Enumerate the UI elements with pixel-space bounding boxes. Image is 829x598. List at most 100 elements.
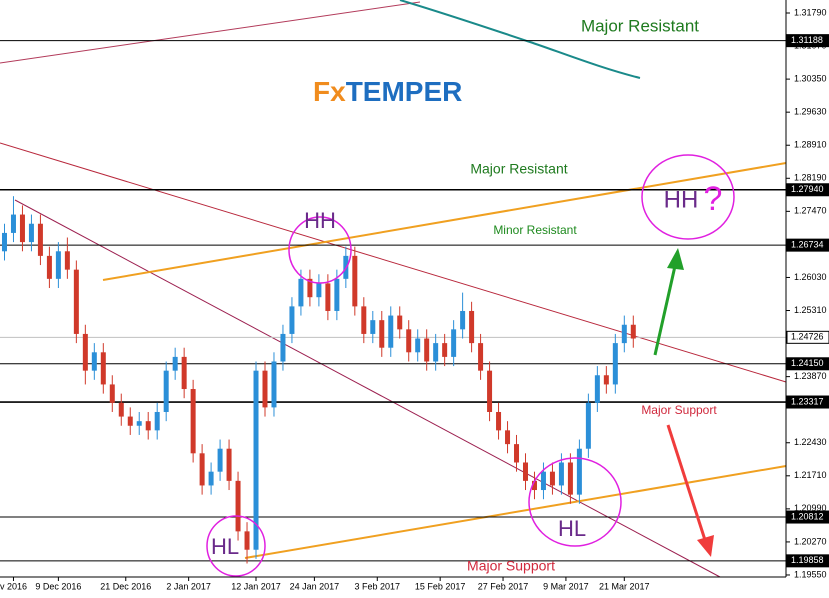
candle-body [28, 223, 34, 243]
candle-body [307, 278, 313, 298]
candle-body [585, 402, 591, 449]
candle-body [469, 310, 475, 344]
channel-line [102, 162, 787, 281]
candle-body [37, 223, 43, 256]
x-tick-label: 3 Feb 2017 [355, 581, 401, 591]
y-tick-label: 1.23870 [794, 371, 827, 381]
candle-body [118, 402, 124, 417]
candle-body [540, 471, 546, 491]
x-tick-label: 15 Feb 2017 [415, 581, 466, 591]
candle-body [1, 232, 7, 252]
level-label-box [786, 34, 829, 48]
level-label: 1.24150 [791, 358, 824, 368]
y-tick-label: 1.28190 [794, 173, 827, 183]
level-label-box [786, 357, 829, 371]
candle-body [522, 462, 528, 481]
candle-body [603, 375, 609, 385]
level-label-box [786, 554, 829, 568]
x-tick-label: 21 Mar 2017 [599, 581, 650, 591]
annotation: Major Support [467, 558, 555, 574]
logo-prefix: Fx [313, 76, 346, 107]
candle-body [406, 329, 412, 353]
logo-suffix: TEMPER [346, 76, 463, 107]
x-tick-label: 12 Jan 2017 [231, 581, 281, 591]
candle-body [64, 251, 70, 270]
candle-body [19, 214, 25, 243]
y-tick-label: 1.20990 [794, 503, 827, 513]
y-tick-label: 1.30350 [794, 73, 827, 83]
candle-body [352, 255, 358, 307]
candle-body [361, 306, 367, 334]
candle-body [594, 375, 600, 403]
y-tick-label: 1.20270 [794, 536, 827, 546]
level-label-box [786, 330, 829, 344]
candle-body [82, 333, 88, 371]
level-label: 1.24726 [791, 332, 824, 342]
candle-body [460, 310, 466, 330]
y-tick-label: 1.22430 [794, 437, 827, 447]
level-label: 1.27940 [791, 184, 824, 194]
candle-body [145, 421, 151, 431]
arrow [666, 424, 707, 541]
candle-body [487, 370, 493, 412]
candle-body [433, 343, 439, 362]
y-tick-label: 1.26030 [794, 272, 827, 282]
candle-body [253, 370, 259, 550]
channel-line [244, 465, 787, 559]
candle-body [73, 269, 79, 334]
arrow-head [667, 248, 684, 270]
candle-body [163, 370, 169, 412]
candle-body [217, 448, 223, 472]
candle-body [226, 448, 232, 481]
candle-body [55, 251, 61, 279]
trend-line [0, 1, 421, 64]
candle-body [127, 416, 133, 426]
circle [288, 216, 352, 284]
candle-body [289, 306, 295, 334]
candle-body [388, 315, 394, 348]
candle-body [316, 283, 322, 298]
candle-body [109, 384, 115, 403]
candle-body [496, 411, 502, 431]
circle [528, 457, 622, 547]
candle-body [100, 352, 106, 385]
circle [206, 515, 266, 577]
x-tick-label: 2 Jan 2017 [166, 581, 211, 591]
y-tick-label: 1.25310 [794, 305, 827, 315]
annotation: Major Resistant [470, 161, 567, 177]
candle-body [567, 462, 573, 495]
candle-body [576, 448, 582, 495]
candle-body [442, 343, 448, 357]
level-label-box [786, 183, 829, 197]
candle-body [397, 315, 403, 330]
candle-body [154, 411, 160, 431]
candle-body [91, 352, 97, 371]
x-tick-label: 24 Jan 2017 [290, 581, 340, 591]
x-tick-label: v 2016 [0, 581, 27, 591]
circle [641, 154, 735, 240]
arrow [653, 265, 677, 356]
annotation: ? [704, 180, 723, 218]
annotation: HH [664, 186, 699, 213]
candle-body [298, 278, 304, 307]
candle-body [280, 333, 286, 362]
candle-body [612, 343, 618, 385]
candle-body [531, 480, 537, 491]
candle-body [136, 421, 142, 426]
candle-body [271, 361, 277, 408]
x-tick-label: 21 Dec 2016 [100, 581, 151, 591]
level-label-box [786, 395, 829, 409]
candle-body [244, 531, 250, 550]
candles [1, 196, 636, 564]
level-label: 1.23317 [791, 396, 824, 406]
candle-body [478, 343, 484, 371]
annotation: Minor Resistant [493, 223, 577, 237]
level-label-box [786, 238, 829, 252]
candle-body [235, 480, 241, 532]
candle-body [325, 283, 331, 311]
level-label: 1.20812 [791, 511, 824, 521]
annotation: HH [304, 208, 336, 233]
candle-body [514, 444, 520, 463]
